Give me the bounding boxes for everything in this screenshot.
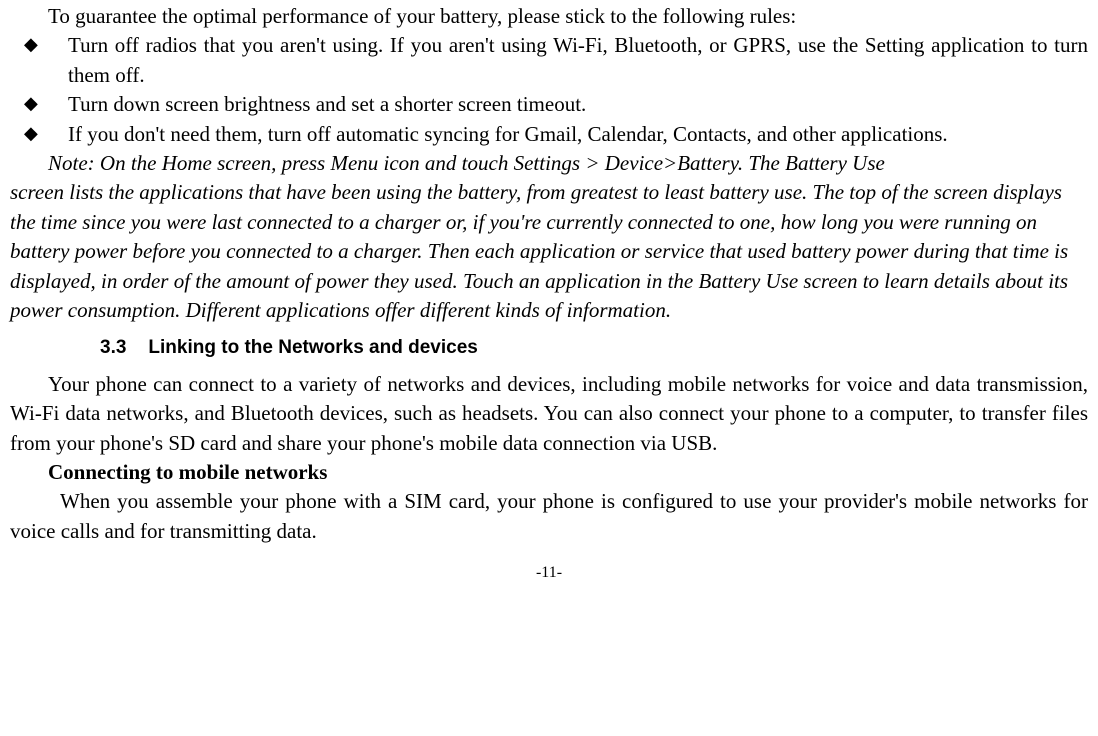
bullet-text: Turn down screen brightness and set a sh… <box>68 90 1088 119</box>
note-block: Note: On the Home screen, press Menu ico… <box>10 149 1088 325</box>
bullet-text: If you don't need them, turn off automat… <box>68 120 1088 149</box>
bullet-list: ◆ Turn off radios that you aren't using.… <box>10 31 1088 149</box>
bullet-item: ◆ Turn down screen brightness and set a … <box>10 90 1088 119</box>
page-number: -11- <box>10 562 1088 584</box>
sub-paragraph: When you assemble your phone with a SIM … <box>10 487 1088 546</box>
body-paragraph: Your phone can connect to a variety of n… <box>10 370 1088 458</box>
section-heading: 3.3 Linking to the Networks and devices <box>100 335 1088 362</box>
note-rest: screen lists the applications that have … <box>10 180 1068 322</box>
diamond-icon: ◆ <box>10 31 68 58</box>
diamond-icon: ◆ <box>10 120 68 147</box>
diamond-icon: ◆ <box>10 90 68 117</box>
note-first-line: Note: On the Home screen, press Menu ico… <box>10 149 1088 178</box>
intro-text: To guarantee the optimal performance of … <box>10 2 1088 31</box>
bullet-item: ◆ If you don't need them, turn off autom… <box>10 120 1088 149</box>
section-title: Linking to the Networks and devices <box>148 337 477 358</box>
bullet-item: ◆ Turn off radios that you aren't using.… <box>10 31 1088 90</box>
section-number: 3.3 <box>100 335 126 362</box>
sub-heading: Connecting to mobile networks <box>10 458 1088 487</box>
bullet-text: Turn off radios that you aren't using. I… <box>68 31 1088 90</box>
